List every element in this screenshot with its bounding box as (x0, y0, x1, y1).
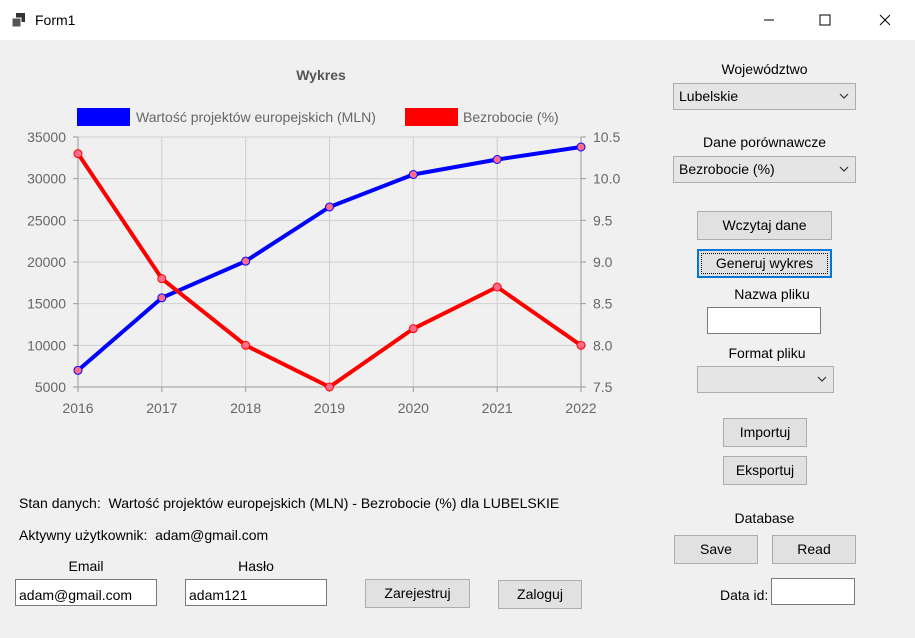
data-point (325, 382, 334, 392)
read-button[interactable]: Read (772, 535, 856, 564)
minimize-button[interactable] (746, 0, 792, 40)
x-tick-label: 2018 (230, 400, 261, 416)
format-select[interactable] (697, 366, 834, 393)
status-value: Wartość projektów europejskich (MLN) - B… (108, 495, 560, 511)
maximize-button[interactable] (802, 0, 848, 40)
chart: Wykres Wartość projektów europejskich (M… (27, 67, 620, 416)
window-title: Form1 (35, 12, 76, 28)
data-point (241, 340, 251, 350)
chart-axes: 35000 10.5 30000 10.0 25000 9.5 20000 9.0 15000 8… (27, 129, 620, 416)
y-left-tick-label: 25000 (27, 212, 66, 228)
y-left-tick-label: 30000 (27, 171, 66, 187)
y-right-tick-label: 9.0 (593, 254, 613, 270)
format-label: Format pliku (728, 345, 806, 361)
chart-grid (77, 136, 582, 388)
register-button[interactable]: Zarejestruj (365, 579, 470, 608)
y-left-tick-label: 20000 (27, 254, 66, 270)
database-label: Database (734, 510, 795, 526)
active-user-line: Aktywny użytkownik: adam@gmail.com (19, 527, 268, 543)
load-data-button[interactable]: Wczytaj dane (697, 211, 832, 240)
x-tick-label: 2017 (146, 400, 177, 416)
status-line: Stan danych: Wartość projektów europejsk… (19, 495, 559, 511)
app-icon (12, 13, 25, 27)
data-point (325, 202, 334, 212)
y-right-tick-label: 8.0 (593, 337, 613, 353)
y-right-tick-label: 10.0 (593, 171, 620, 187)
y-right-tick-label: 8.5 (593, 296, 613, 312)
y-right-tick-label: 7.5 (593, 379, 613, 395)
active-user-value: adam@gmail.com (155, 527, 269, 543)
email-input[interactable] (15, 579, 157, 606)
chevron-down-icon (839, 166, 849, 172)
voivodeship-select[interactable]: Lubelskie (673, 83, 856, 110)
y-right-tick-label: 10.5 (593, 129, 620, 145)
data-point (576, 340, 586, 350)
data-point (241, 256, 251, 266)
email-label: Email (68, 558, 104, 574)
compare-value: Bezrobocie (%) (679, 161, 775, 177)
compare-select[interactable]: Bezrobocie (%) (673, 156, 856, 183)
import-button[interactable]: Importuj (723, 418, 807, 447)
y-left-tick-label: 35000 (27, 129, 66, 145)
voivodeship-label: Województwo (721, 61, 808, 77)
y-left-tick-label: 15000 (27, 296, 66, 312)
y-right-tick-label: 9.5 (593, 212, 613, 228)
data-point (492, 282, 502, 292)
legend-swatch-0 (77, 108, 130, 126)
data-point (492, 155, 502, 164)
data-point (73, 149, 83, 159)
data-point (576, 142, 586, 152)
maximize-icon (819, 14, 831, 26)
voivodeship-value: Lubelskie (679, 88, 739, 104)
chevron-down-icon (817, 376, 827, 382)
data-point (408, 170, 418, 179)
minimize-icon (764, 19, 774, 21)
data-point (408, 324, 418, 334)
close-icon (879, 14, 891, 26)
export-button[interactable]: Eksportuj (723, 456, 807, 485)
legend-swatch-1 (405, 108, 458, 126)
status-label: Stan danych: (19, 495, 101, 511)
close-button[interactable] (862, 0, 908, 40)
password-label: Hasło (238, 558, 274, 574)
legend-label-1: Bezrobocie (%) (463, 109, 559, 125)
chevron-down-icon (839, 93, 849, 99)
x-tick-label: 2022 (565, 400, 596, 416)
data-point (157, 274, 167, 284)
x-tick-label: 2019 (314, 400, 345, 416)
x-tick-label: 2021 (482, 400, 513, 416)
x-tick-label: 2016 (62, 400, 93, 416)
legend-label-0: Wartość projektów europejskich (MLN) (136, 109, 376, 125)
filename-label: Nazwa pliku (734, 286, 810, 302)
data-id-label: Data id: (720, 587, 769, 603)
title-bar: Form1 (0, 0, 915, 40)
filename-input[interactable] (707, 307, 821, 334)
y-left-tick-label: 10000 (27, 337, 66, 353)
generate-chart-button[interactable]: Generuj wykres (697, 249, 832, 278)
login-button[interactable]: Zaloguj (498, 580, 582, 609)
data-id-input[interactable] (771, 578, 855, 605)
compare-label: Dane porównawcze (703, 134, 826, 150)
active-user-label: Aktywny użytkownik: (19, 527, 148, 543)
chart-title: Wykres (296, 67, 346, 83)
save-button[interactable]: Save (674, 535, 758, 564)
x-tick-label: 2020 (398, 400, 429, 416)
chart-series (73, 142, 586, 392)
y-left-tick-label: 5000 (35, 379, 66, 395)
data-point (157, 293, 167, 303)
password-input[interactable] (185, 579, 327, 606)
data-point (73, 365, 83, 375)
chart-legend: Wartość projektów europejskich (MLN) Bezr… (77, 108, 559, 126)
